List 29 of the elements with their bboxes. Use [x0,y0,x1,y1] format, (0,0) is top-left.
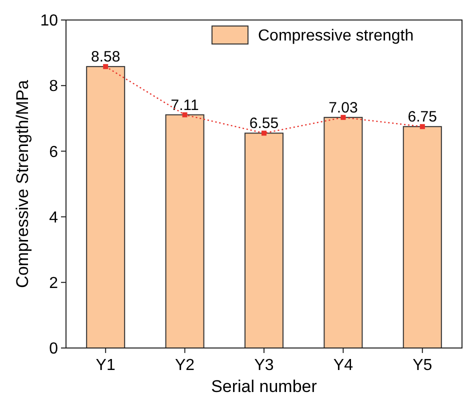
data-label: 7.11 [170,96,199,114]
x-tick-label: Y5 [412,357,432,374]
y-tick-label: 10 [40,12,58,30]
data-label: 6.55 [249,115,279,132]
bar [86,66,126,348]
data-label: 7.03 [328,99,358,116]
bar [165,114,204,348]
bar [244,132,284,348]
point [182,112,188,118]
bar [402,126,442,348]
y-axis-title: Compressive Strength/MPa [13,80,32,288]
point [262,130,266,136]
y-tick-label: 6 [49,144,58,161]
x-tick-label: Y1 [96,357,116,374]
y-tick-label: 4 [49,209,58,226]
data-label: 6.75 [408,108,437,126]
bar [324,116,363,348]
y-tick-label: 2 [49,275,58,292]
x-tick-label: Y4 [333,357,354,374]
y-tick-label: 8 [49,78,58,96]
point [103,64,108,70]
point [420,124,425,130]
x-axis-title: Serial number [211,377,318,396]
x-tick-label: Y3 [254,357,274,374]
legend-label: Compressive strength [258,28,414,45]
data-label: 8.58 [91,48,120,66]
x-tick-label: Y2 [175,357,195,374]
point [340,114,346,120]
y-tick-label: 0 [49,340,58,358]
